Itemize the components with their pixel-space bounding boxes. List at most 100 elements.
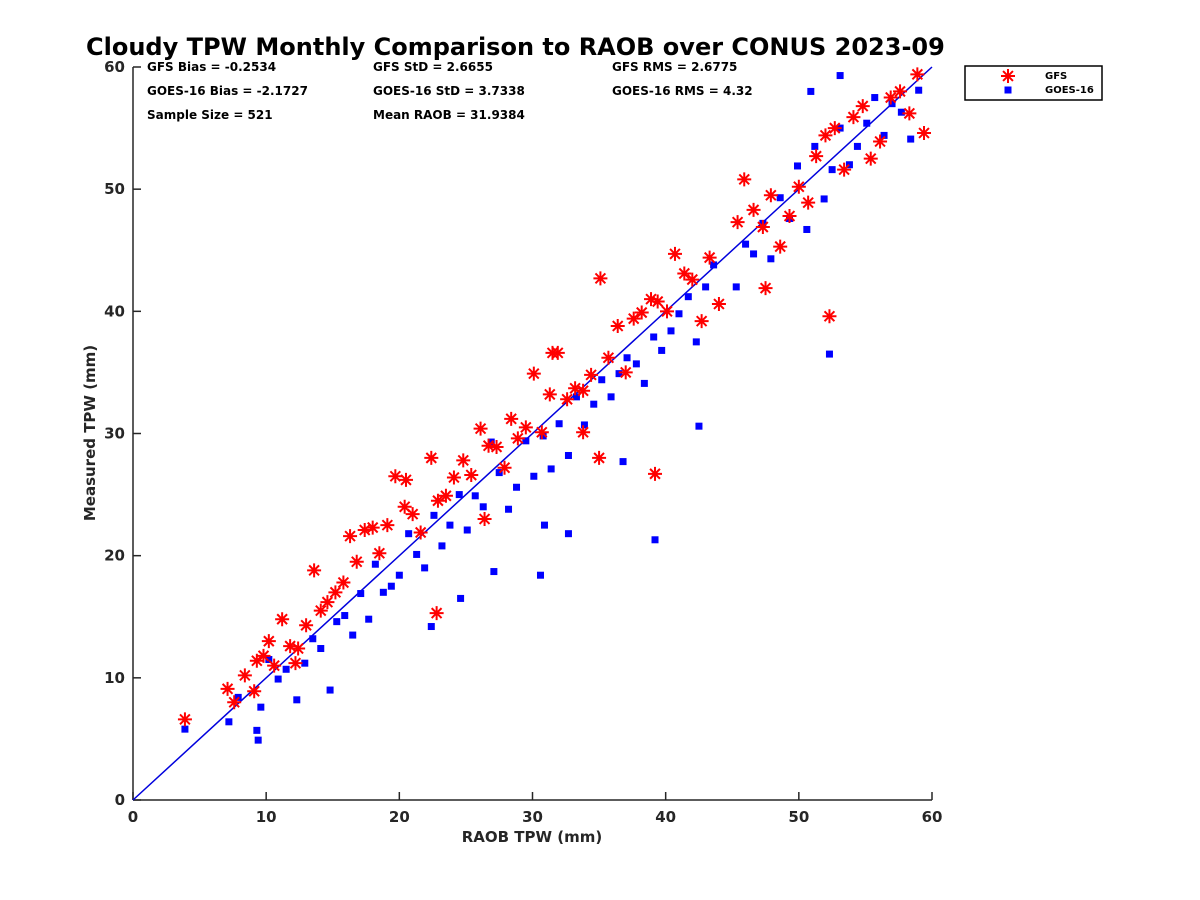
goes16-point — [632, 360, 640, 368]
gfs-point — [773, 239, 788, 254]
gfs-point — [801, 195, 816, 210]
x-tick-label: 0 — [128, 808, 138, 826]
gfs-point — [299, 618, 314, 633]
gfs-point — [809, 149, 824, 164]
y-tick-label: 30 — [104, 425, 125, 443]
goes16-point — [732, 283, 740, 291]
gfs-point — [283, 639, 298, 654]
gfs-point — [249, 653, 264, 668]
goes16-point — [564, 530, 572, 538]
x-tick-label: 10 — [256, 808, 277, 826]
goes16-point — [803, 225, 811, 233]
legend-gfs-marker — [1001, 69, 1015, 83]
goes16-point — [623, 354, 631, 362]
gfs-point — [568, 381, 583, 396]
goes16-point — [540, 521, 548, 529]
gfs-point — [837, 162, 852, 177]
goes16-point — [438, 542, 446, 550]
gfs-point — [576, 425, 591, 440]
gfs-point — [534, 425, 549, 440]
goes16-point — [675, 310, 683, 318]
x-tick-label: 30 — [522, 808, 543, 826]
gfs-point — [261, 634, 276, 649]
goes16-point — [807, 87, 815, 95]
stat-goes-rms: GOES-16 RMS = 4.32 — [612, 84, 753, 98]
gfs-point — [711, 297, 726, 312]
gfs-point — [592, 450, 607, 465]
y-axis-label: Measured TPW (mm) — [81, 345, 99, 521]
goes16-point — [767, 255, 775, 263]
gfs-point — [593, 271, 608, 286]
gfs-point — [464, 468, 479, 483]
goes16-point — [333, 618, 341, 626]
gfs-point — [626, 311, 641, 326]
gfs-point — [737, 172, 752, 187]
gfs-point — [357, 523, 372, 538]
goes16-point — [794, 162, 802, 170]
gfs-point — [576, 383, 591, 398]
gfs-point — [336, 575, 351, 590]
goes16-point — [607, 393, 615, 401]
goes16-point — [539, 432, 547, 440]
goes16-point — [471, 492, 479, 500]
goes16-point — [495, 469, 503, 477]
gfs-point — [694, 314, 709, 329]
gfs-point — [424, 450, 439, 465]
gfs-point — [237, 668, 252, 683]
goes16-point — [871, 94, 879, 102]
gfs-point — [220, 681, 235, 696]
y-tick-label: 50 — [104, 180, 125, 198]
gfs-point — [328, 585, 343, 600]
goes16-point — [915, 86, 923, 94]
y-tick-label: 60 — [104, 58, 125, 76]
x-axis-ticks: 0 10 20 30 40 50 60 — [128, 792, 942, 826]
gfs-point — [380, 518, 395, 533]
gfs-point — [782, 209, 797, 224]
x-tick-label: 40 — [655, 808, 676, 826]
gfs-point — [763, 188, 778, 203]
y-tick-label: 0 — [115, 791, 125, 809]
goes16-point — [455, 491, 463, 499]
gfs-point — [634, 305, 649, 320]
goes16-point — [225, 718, 233, 726]
goes16-point — [530, 472, 538, 480]
goes16-point — [836, 72, 844, 80]
stat-mean-raob: Mean RAOB = 31.9384 — [373, 108, 525, 122]
goes16-point — [341, 612, 349, 620]
goes16-point — [695, 422, 703, 430]
gfs-point — [545, 345, 560, 360]
goes16-point — [615, 370, 623, 378]
goes16-point — [357, 590, 365, 598]
x-axis-label: RAOB TPW (mm) — [462, 828, 603, 846]
goes16-point — [446, 521, 454, 529]
stat-gfs-bias: GFS Bias = -0.2534 — [147, 60, 276, 74]
goes16-point — [547, 465, 555, 473]
gfs-point — [497, 460, 512, 475]
legend-goes-symbol — [1004, 86, 1012, 94]
goes16-point — [274, 675, 282, 683]
gfs-point — [746, 202, 761, 217]
goes16-point — [387, 582, 395, 590]
goes16-point — [257, 703, 265, 711]
gfs-point — [758, 281, 773, 296]
gfs-point — [846, 110, 861, 125]
gfs-point — [372, 546, 387, 561]
goes16-point — [365, 615, 373, 623]
goes16-point — [710, 261, 718, 269]
goes16-point — [702, 283, 710, 291]
gfs-point — [584, 367, 599, 382]
gfs-point — [429, 606, 444, 621]
gfs-point — [659, 304, 674, 319]
gfs-point — [526, 366, 541, 381]
goes16-point — [564, 451, 572, 459]
goes16-point — [536, 571, 544, 579]
gfs-point — [405, 507, 420, 522]
gfs-point — [398, 472, 413, 487]
gfs-point — [456, 453, 471, 468]
goes16-point — [430, 511, 438, 519]
goes16-point — [457, 594, 465, 602]
goes16-point — [522, 437, 530, 445]
gfs-point — [307, 563, 322, 578]
gfs-point — [291, 641, 306, 656]
